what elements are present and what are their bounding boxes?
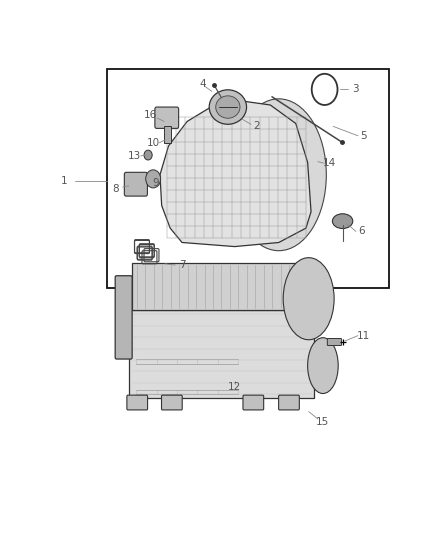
- Text: 9: 9: [152, 178, 159, 188]
- Text: 5: 5: [360, 131, 367, 141]
- FancyBboxPatch shape: [155, 107, 179, 128]
- Text: 6: 6: [359, 227, 365, 237]
- Ellipse shape: [332, 214, 353, 229]
- Ellipse shape: [307, 338, 338, 393]
- Circle shape: [146, 170, 161, 188]
- Ellipse shape: [216, 96, 240, 118]
- Text: 13: 13: [127, 151, 141, 161]
- Text: 3: 3: [352, 84, 358, 94]
- Text: 16: 16: [144, 110, 157, 120]
- FancyBboxPatch shape: [327, 338, 342, 345]
- Bar: [130, 310, 314, 399]
- FancyBboxPatch shape: [124, 172, 148, 196]
- FancyBboxPatch shape: [279, 395, 299, 410]
- Text: 8: 8: [112, 184, 119, 194]
- Polygon shape: [160, 101, 311, 247]
- FancyBboxPatch shape: [127, 395, 148, 410]
- Text: 12: 12: [228, 382, 241, 392]
- Ellipse shape: [231, 99, 326, 251]
- Text: 11: 11: [357, 330, 370, 341]
- Text: 14: 14: [323, 158, 336, 168]
- FancyBboxPatch shape: [115, 276, 132, 359]
- FancyBboxPatch shape: [162, 395, 182, 410]
- Ellipse shape: [209, 90, 247, 124]
- Text: 10: 10: [147, 138, 160, 148]
- Text: 15: 15: [316, 417, 329, 427]
- Bar: [164, 126, 171, 143]
- Circle shape: [144, 150, 152, 160]
- Text: 4: 4: [199, 79, 206, 88]
- Text: 1: 1: [61, 176, 67, 186]
- Text: 2: 2: [254, 122, 260, 131]
- Text: 7: 7: [179, 260, 185, 270]
- FancyBboxPatch shape: [243, 395, 264, 410]
- Bar: [107, 69, 389, 288]
- Ellipse shape: [283, 257, 334, 340]
- Bar: [132, 263, 302, 310]
